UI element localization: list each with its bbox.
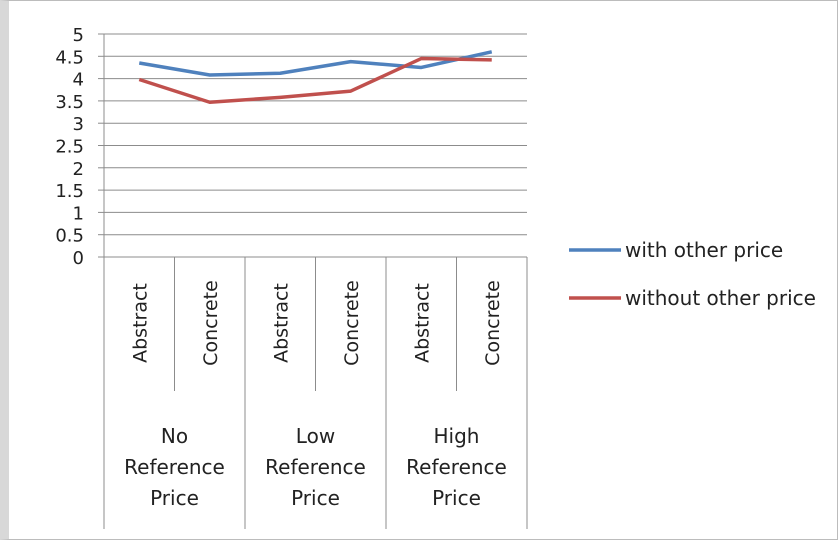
y-tick-label: 2 xyxy=(73,159,84,180)
group-label: Low Reference Price xyxy=(265,424,366,510)
y-tick-label: 1.5 xyxy=(55,181,84,202)
line-chart: 00.511.522.533.544.55 Abstract Concrete Ab… xyxy=(55,25,816,529)
y-tick-labels: 00.511.522.533.544.55 xyxy=(55,25,84,269)
group-labels: No Reference Price Low Reference Price High Ref… xyxy=(124,424,507,510)
category-label: Concrete xyxy=(341,280,363,366)
group-label: No Reference Price xyxy=(124,424,225,510)
axes xyxy=(98,33,528,529)
legend-label: without other price xyxy=(625,286,816,310)
y-tick-label: 3.5 xyxy=(55,92,84,113)
y-tick-label: 1 xyxy=(73,203,84,224)
y-tick-label: 4 xyxy=(73,70,84,91)
category-label: Abstract xyxy=(129,283,151,363)
series-lines xyxy=(138,50,493,104)
legend-label: with other price xyxy=(625,238,783,262)
y-tick-label: 5 xyxy=(73,25,84,46)
group-label: High Reference Price xyxy=(406,424,507,510)
series-line xyxy=(138,50,493,77)
legend: with other price without other price xyxy=(569,238,816,310)
category-label: Concrete xyxy=(200,280,222,366)
series-line xyxy=(138,56,492,104)
y-tick-label: 0.5 xyxy=(55,226,84,247)
y-tick-label: 0 xyxy=(73,248,84,269)
category-labels: Abstract Concrete Abstract Concrete Abstract… xyxy=(129,280,504,366)
category-label: Abstract xyxy=(270,283,292,363)
y-tick-label: 4.5 xyxy=(55,47,84,68)
y-tick-label: 2.5 xyxy=(55,137,84,158)
category-label: Concrete xyxy=(482,280,504,366)
category-label: Abstract xyxy=(411,283,433,363)
y-tick-label: 3 xyxy=(73,114,84,135)
gridlines xyxy=(104,33,527,236)
